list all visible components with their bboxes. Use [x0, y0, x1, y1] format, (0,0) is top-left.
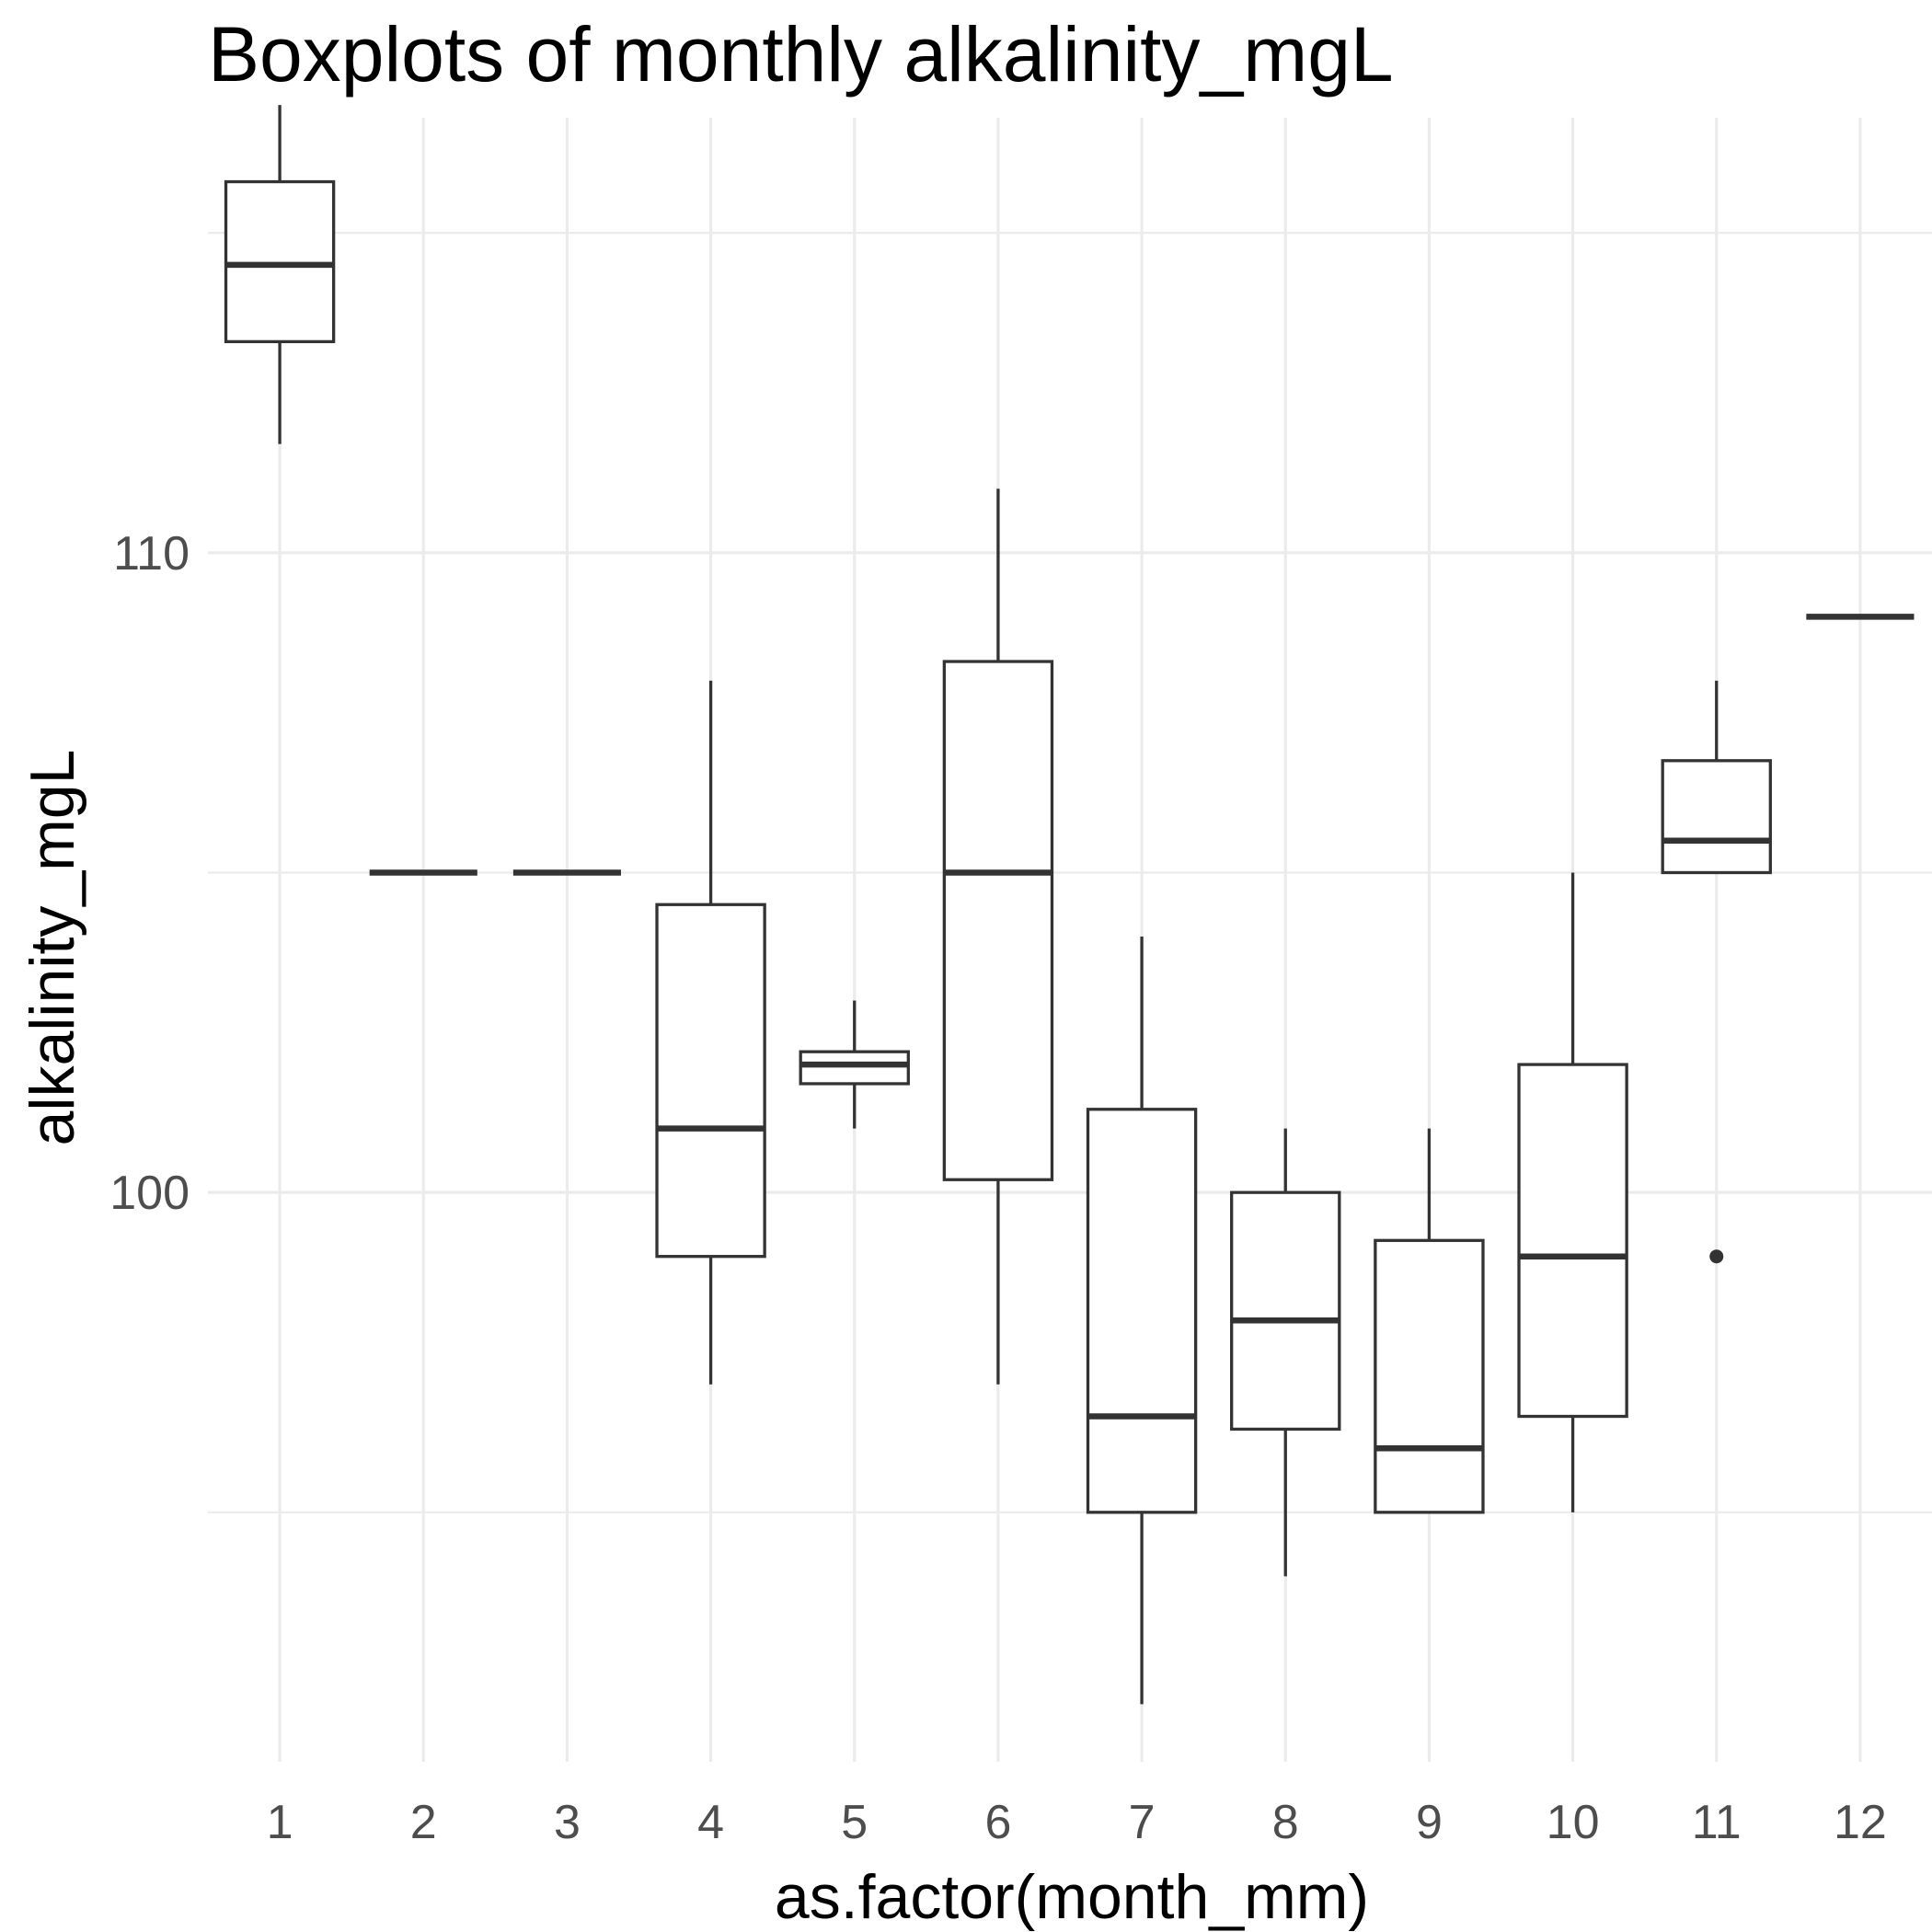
iqr-box [1086, 1108, 1198, 1514]
iqr-box [942, 660, 1054, 1181]
x-tick-label: 1 [267, 1796, 293, 1849]
x-tick-label: 11 [1692, 1796, 1742, 1849]
y-axis-title: alkalinity_mgL [17, 750, 87, 1146]
x-tick-label: 10 [1547, 1796, 1600, 1849]
outlier-point [1709, 1249, 1724, 1264]
iqr-box [1230, 1190, 1341, 1432]
y-axis-ticks: 100 110 [109, 527, 190, 1220]
grid [208, 118, 1932, 1762]
x-tick-label: 2 [410, 1796, 437, 1849]
x-axis-title: as.factor(month_mm) [775, 1862, 1369, 1932]
x-tick-label: 8 [1272, 1796, 1299, 1849]
iqr-box [224, 179, 336, 344]
box-month-10 [1517, 872, 1628, 1512]
x-tick-label: 6 [984, 1796, 1011, 1849]
iqr-box [1374, 1238, 1485, 1514]
x-tick-label: 7 [1129, 1796, 1156, 1849]
iqr-box [655, 903, 766, 1259]
iqr-box [1517, 1063, 1628, 1419]
x-tick-label: 9 [1416, 1796, 1443, 1849]
box-month-7 [1086, 937, 1198, 1705]
y-tick-label: 100 [109, 1167, 190, 1220]
x-tick-label: 4 [697, 1796, 724, 1849]
x-tick-label: 12 [1834, 1796, 1887, 1849]
box-month-6 [942, 489, 1054, 1385]
box-month-11 [1661, 680, 1772, 1264]
boxes [224, 105, 1915, 1705]
box-month-8 [1230, 1128, 1341, 1577]
chart-title: Boxplots of monthly alkalinity_mgL [208, 11, 1394, 98]
x-tick-label: 5 [841, 1796, 868, 1849]
iqr-box [1661, 759, 1772, 875]
box-month-4 [655, 680, 766, 1385]
y-tick-label: 110 [113, 527, 190, 581]
box-month-9 [1374, 1128, 1485, 1514]
iqr-box [799, 1050, 910, 1086]
x-axis-ticks: 1 2 3 4 5 6 7 8 9 10 11 12 [267, 1796, 1887, 1849]
box-month-1 [224, 105, 336, 444]
box-month-5 [799, 1000, 910, 1129]
x-tick-label: 3 [554, 1796, 581, 1849]
